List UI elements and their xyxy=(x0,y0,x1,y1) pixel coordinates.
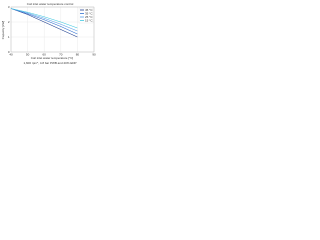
chart: Coil inlet water temperature control Coi… xyxy=(1,2,96,65)
x-tick-label: 40 xyxy=(9,52,13,56)
x-tick-label: 80 xyxy=(76,52,80,56)
chart-title: Coil inlet water temperature control xyxy=(27,2,74,6)
legend-label: 25 °C xyxy=(85,15,93,19)
y-axis-label: Capacity [kW] xyxy=(1,21,5,40)
legend-label: 15 °C xyxy=(85,18,93,22)
x-tick-label: 60 xyxy=(43,52,47,56)
note: 1,600 rpm*, 4.8 bar PWB and 20% EDP xyxy=(23,61,76,65)
y-tick-label: 0 xyxy=(8,50,10,54)
y-tick-label: 1 xyxy=(8,35,10,39)
x-tick-label: 70 xyxy=(59,52,63,56)
y-tick-label: 2 xyxy=(8,20,10,24)
x-tick-label: 90 xyxy=(92,52,96,56)
legend-label: 45 °C xyxy=(85,8,93,12)
legend-label: 35 °C xyxy=(85,11,93,15)
series-line xyxy=(10,8,78,35)
x-axis-label: Coil inlet water temperature [°C] xyxy=(31,56,74,60)
plot-frame xyxy=(10,6,95,53)
series-line xyxy=(10,8,78,29)
y-tick-label: 3 xyxy=(8,5,10,9)
legend-box xyxy=(78,7,94,24)
series-line xyxy=(10,8,78,32)
x-tick-label: 50 xyxy=(26,52,30,56)
series-line xyxy=(10,8,78,38)
